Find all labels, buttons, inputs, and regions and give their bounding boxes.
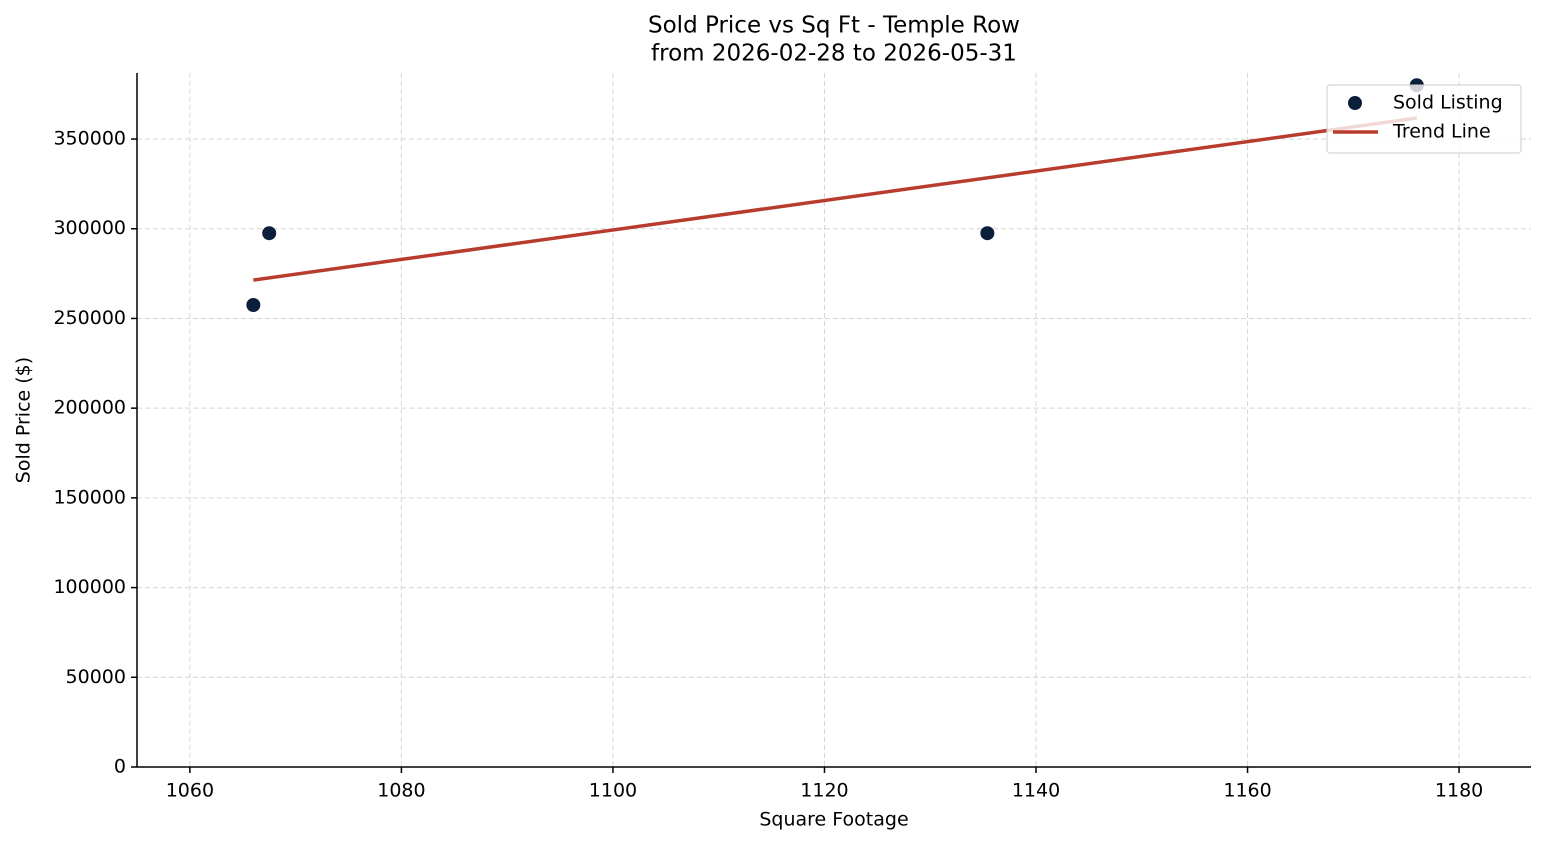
chart-subtitle: from 2026-02-28 to 2026-05-31 <box>651 41 1017 67</box>
x-tick-label: 1180 <box>1435 780 1483 802</box>
data-point <box>246 297 261 312</box>
y-tick-label: 350000 <box>53 128 126 150</box>
y-tick-label: 150000 <box>53 486 126 508</box>
legend-label: Sold Listing <box>1393 92 1503 114</box>
y-tick-label: 100000 <box>53 576 126 598</box>
x-axis-label: Square Footage <box>759 809 908 831</box>
y-tick-label: 50000 <box>66 666 126 688</box>
chart-title: Sold Price vs Sq Ft - Temple Row <box>648 13 1020 39</box>
x-tick-label: 1120 <box>800 780 848 802</box>
y-tick-label: 300000 <box>53 217 126 239</box>
legend-box <box>1326 84 1522 154</box>
x-tick-label: 1140 <box>1012 780 1060 802</box>
legend-label: Trend Line <box>1392 121 1491 143</box>
trend-line <box>253 116 1418 282</box>
data-point <box>980 226 995 241</box>
y-tick-label: 0 <box>114 756 126 778</box>
legend-swatch <box>1348 96 1362 110</box>
x-tick-label: 1060 <box>166 780 214 802</box>
y-tick-label: 250000 <box>53 307 126 329</box>
data-point <box>262 226 277 241</box>
x-tick-label: 1100 <box>589 780 637 802</box>
y-tick-label: 200000 <box>53 397 126 419</box>
x-tick-label: 1080 <box>377 780 425 802</box>
x-tick-label: 1160 <box>1223 780 1271 802</box>
y-axis-label: Sold Price ($) <box>13 357 35 483</box>
